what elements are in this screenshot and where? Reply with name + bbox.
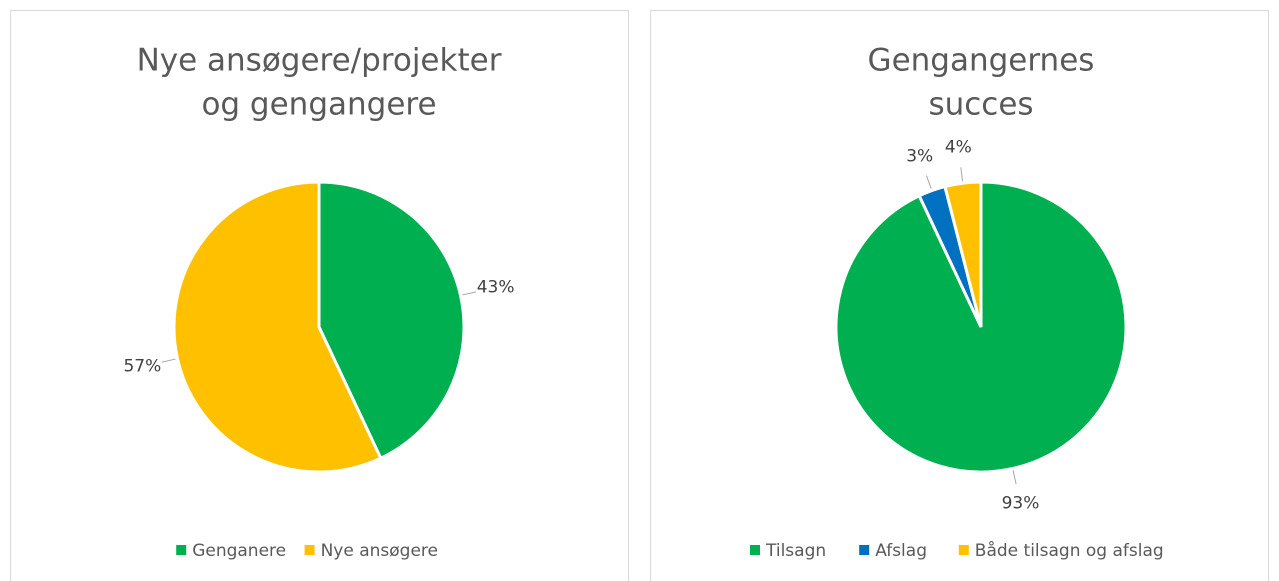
pie-slice bbox=[317, 180, 466, 461]
data-label: 57% bbox=[123, 356, 161, 376]
data-label: 43% bbox=[477, 278, 515, 298]
legend-swatch bbox=[304, 545, 315, 555]
data-label: 93% bbox=[1002, 494, 1040, 514]
leader-line bbox=[161, 358, 176, 363]
data-label: 3% bbox=[906, 147, 933, 167]
leader-line bbox=[1012, 470, 1017, 485]
chart-title: Nye ansøgere/projekter bbox=[137, 43, 502, 79]
legend-swatch bbox=[176, 545, 187, 555]
legend-swatch bbox=[859, 545, 870, 555]
legend-label: Både tilsagn og afslag bbox=[975, 540, 1164, 561]
leader-line bbox=[960, 167, 964, 182]
legend-swatch bbox=[750, 545, 760, 555]
leader-line bbox=[462, 291, 477, 296]
chart-title: succes bbox=[928, 87, 1033, 123]
chart-title: og gengangere bbox=[201, 87, 436, 123]
legend-label: Tilsagn bbox=[765, 541, 826, 561]
pie-slice bbox=[943, 180, 983, 328]
legend-label: Afslag bbox=[875, 541, 927, 561]
leader-line bbox=[925, 175, 932, 189]
chart-title: Gengangernes bbox=[868, 43, 1095, 79]
pie-slice bbox=[172, 180, 383, 474]
legend-label: Nye ansøgere bbox=[321, 541, 438, 561]
data-label: 4% bbox=[945, 137, 972, 157]
legend-label: Genganere bbox=[192, 541, 286, 561]
legend-swatch bbox=[958, 545, 969, 555]
